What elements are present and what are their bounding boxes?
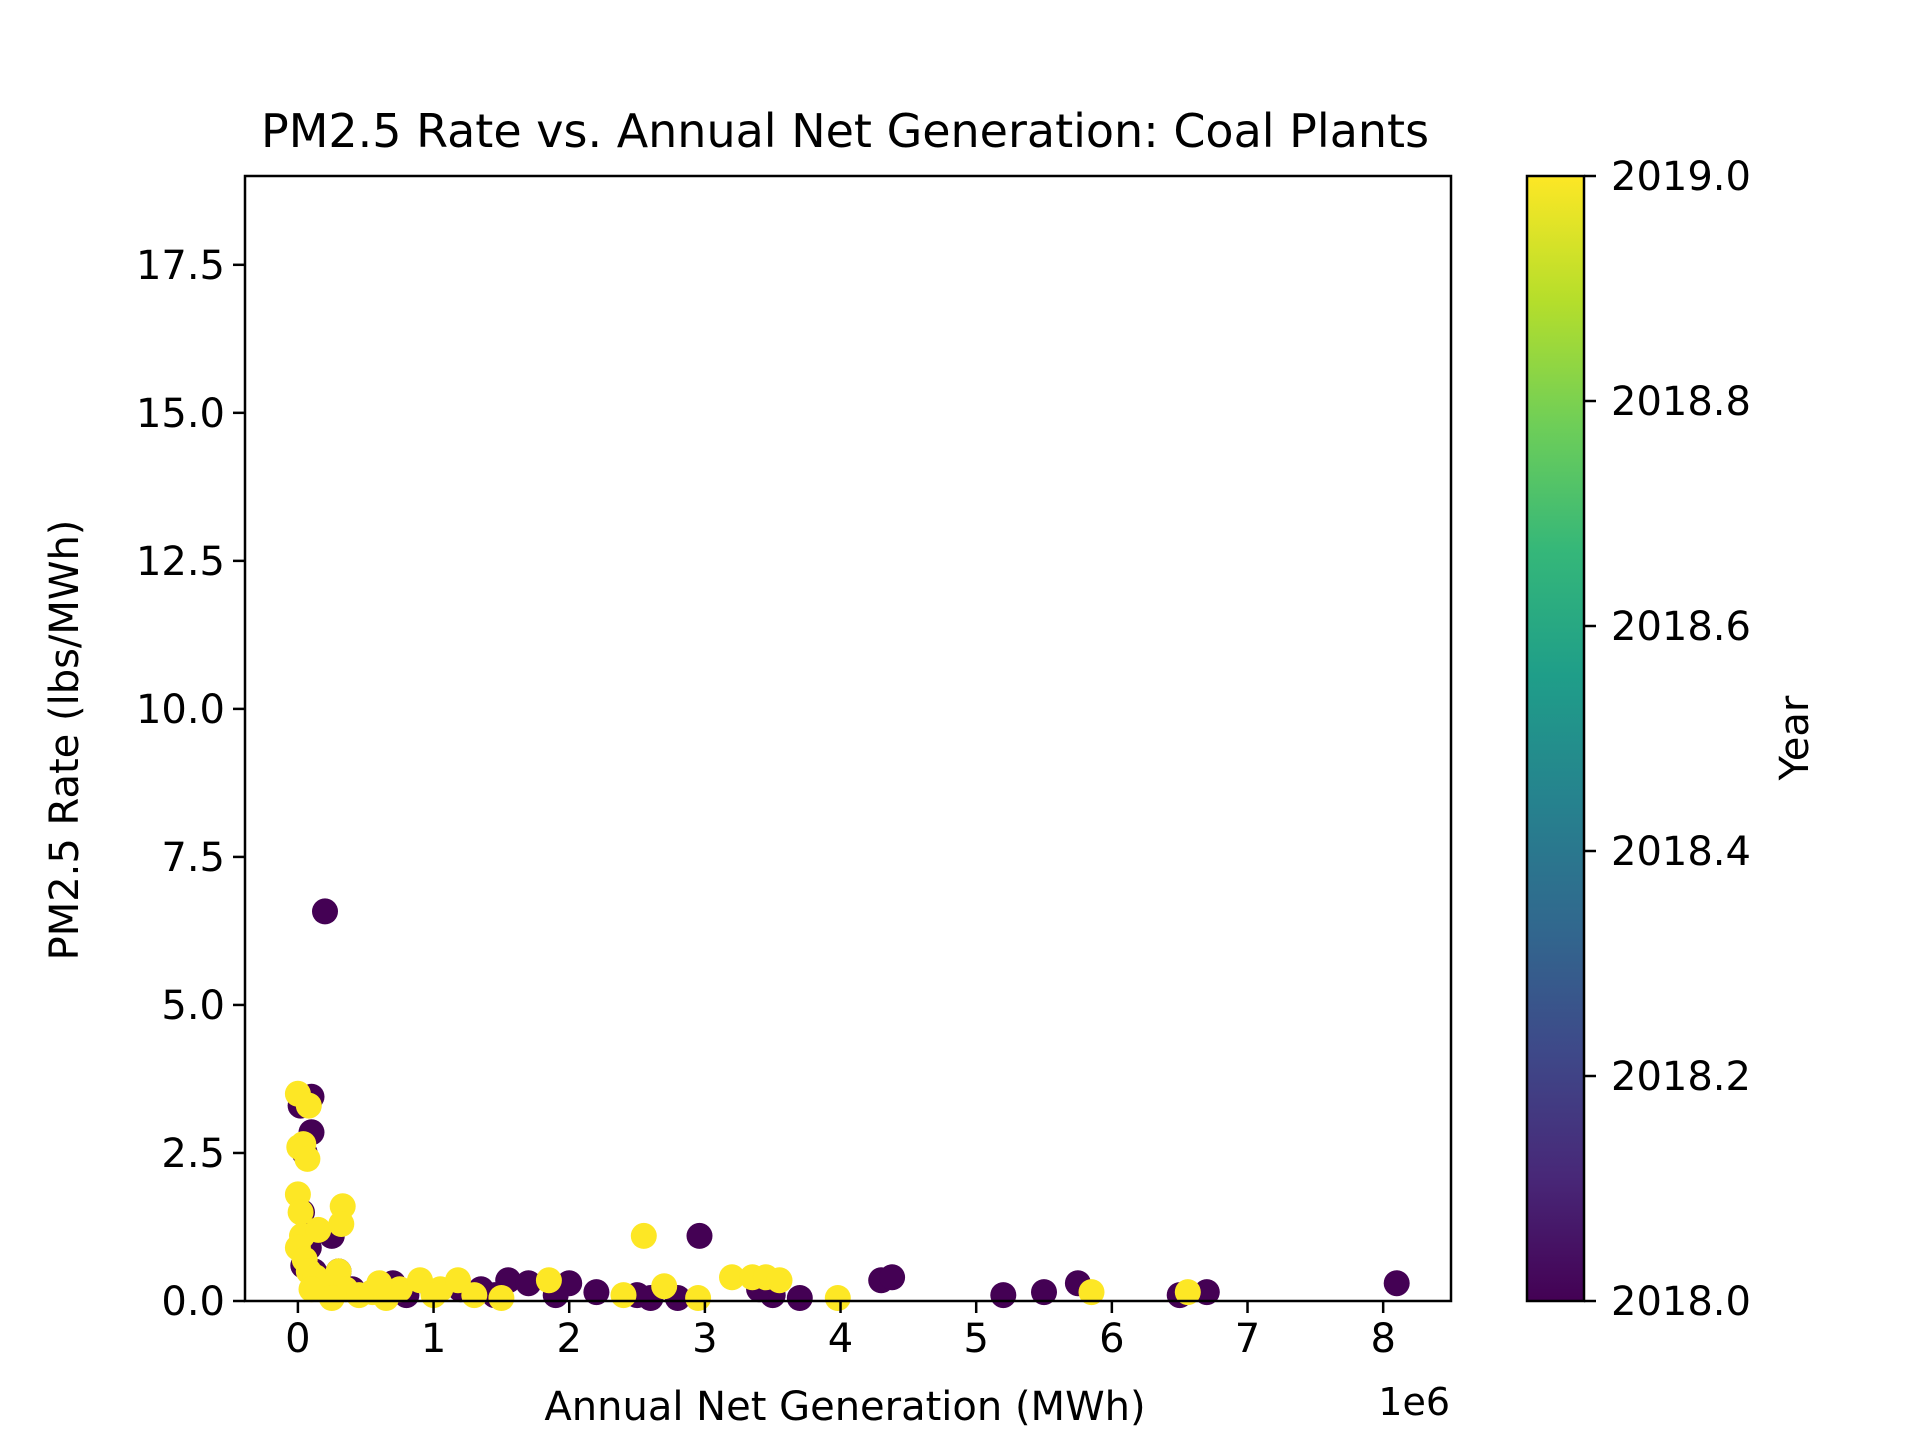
colorbar-label: Year xyxy=(1772,695,1818,781)
y-axis-label: PM2.5 Rate (lbs/MWh) xyxy=(42,520,88,961)
scatter-point-2018 xyxy=(1193,1279,1220,1306)
scatter-point-2018 xyxy=(583,1279,610,1306)
plot-area: 0 1 2 3 4 5 6 7 8 0.0 2.5 5.0 7.5 10.0 12.5 15.0 17.5 xyxy=(136,174,1453,1362)
y-tick-label: 12.5 xyxy=(136,539,225,585)
scatter-point-2019 xyxy=(766,1267,793,1294)
scatter-point-2018 xyxy=(990,1282,1017,1309)
y-tick-label: 0.0 xyxy=(161,1279,225,1325)
y-tick-label: 10.0 xyxy=(136,687,225,733)
scatter-point-2018 xyxy=(879,1264,906,1291)
scatter-point-2019 xyxy=(305,1216,332,1243)
x-tick-label: 1 xyxy=(421,1316,446,1362)
y-tick-label: 5.0 xyxy=(161,983,225,1029)
scatter-point-2019 xyxy=(824,1285,851,1311)
y-tick-label: 7.5 xyxy=(161,835,225,881)
x-tick-label: 5 xyxy=(963,1316,988,1362)
x-tick-label: 6 xyxy=(1099,1316,1124,1362)
colorbar-tick-label: 2018.6 xyxy=(1611,604,1751,650)
colorbar-tick-label: 2018.8 xyxy=(1611,379,1751,425)
y-tick-label: 15.0 xyxy=(136,391,225,437)
x-offset-label: 1e6 xyxy=(1378,1380,1450,1424)
scatter-point-2019 xyxy=(295,1092,322,1119)
colorbar-tick-label: 2018.4 xyxy=(1611,829,1751,875)
scatter-point-2019 xyxy=(685,1285,712,1311)
scatter-point-2019 xyxy=(328,1211,355,1237)
scatter-point-2018 xyxy=(686,1222,713,1249)
colorbar-tick-label: 2018.2 xyxy=(1611,1054,1751,1100)
colorbar-tick-label: 2018.0 xyxy=(1611,1279,1751,1325)
scatter-point-2019 xyxy=(630,1222,657,1249)
scatter-point-2018 xyxy=(515,1270,542,1297)
scatter-point-2018 xyxy=(1031,1279,1057,1306)
scatter-point-2019 xyxy=(366,1270,393,1297)
y-tick-label: 2.5 xyxy=(161,1131,225,1177)
scatter-point-2019 xyxy=(1078,1279,1105,1306)
scatter-point-2019 xyxy=(719,1264,745,1291)
x-tick-label: 4 xyxy=(828,1316,853,1362)
colorbar-tick-label: 2019.0 xyxy=(1611,154,1751,200)
scatter-point-2019 xyxy=(610,1282,637,1309)
x-tick-label: 7 xyxy=(1235,1316,1260,1362)
scatter-point-2019 xyxy=(386,1276,413,1303)
scatter-point-2019 xyxy=(318,1285,345,1311)
y-tick-label: 17.5 xyxy=(136,243,225,289)
scatter-point-2019 xyxy=(1174,1279,1201,1306)
scatter-point-2019 xyxy=(488,1285,515,1311)
scatter-point-2018 xyxy=(312,898,338,925)
scatter-point-2019 xyxy=(651,1273,678,1300)
scatter-point-2019 xyxy=(298,1276,325,1303)
scatter-point-2019 xyxy=(287,1199,314,1226)
colorbar: 2018.0 2018.2 2018.4 2018.6 2018.8 2019.0 xyxy=(1525,154,1751,1325)
scatter-point-2018 xyxy=(786,1285,813,1311)
chart-title: PM2.5 Rate vs. Annual Net Generation: Co… xyxy=(261,104,1429,158)
colorbar-gradient xyxy=(1525,174,1586,1303)
x-tick-label: 2 xyxy=(556,1316,581,1362)
plot-frame xyxy=(243,174,1453,1303)
x-tick-label: 8 xyxy=(1370,1316,1395,1362)
scatter-point-2019 xyxy=(461,1282,488,1309)
x-tick-label: 0 xyxy=(285,1316,310,1362)
scatter-point-2019 xyxy=(294,1145,321,1172)
x-axis-label: Annual Net Generation (MWh) xyxy=(544,1384,1145,1430)
x-tick-label: 3 xyxy=(692,1316,717,1362)
scatter-point-2018 xyxy=(1383,1270,1410,1297)
scatter-point-2019 xyxy=(535,1267,562,1294)
